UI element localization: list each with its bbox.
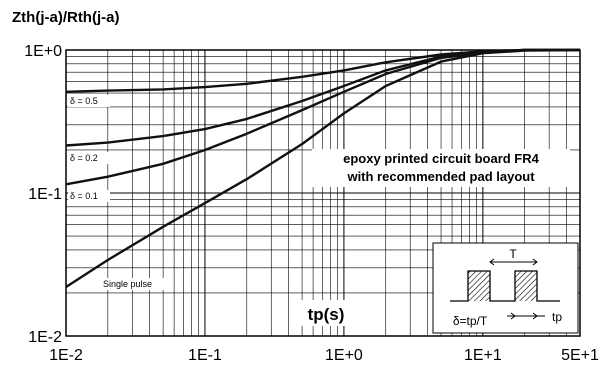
y-tick-label: 1E-2: [28, 329, 62, 346]
series-label-bg-2: [68, 190, 110, 202]
pulse-inset: T δ=tp/T tp: [432, 242, 579, 334]
pulse-2-hatch: [515, 271, 537, 301]
tp-arrow-right: [532, 312, 538, 320]
y-tick-label: 1E+0: [24, 43, 62, 60]
x-axis-label: tp(s): [308, 305, 345, 324]
series-label-0: δ = 0.5: [70, 96, 98, 106]
series-group: [65, 48, 581, 289]
period-label: T: [509, 247, 517, 261]
x-tick-label: 1E-1: [188, 347, 222, 364]
series-label-bg-1: [68, 152, 110, 164]
series-labels: δ = 0.5 δ = 0.2 δ = 0.1 Single pulse: [68, 95, 167, 290]
y-tick-label: 1E-1: [28, 186, 62, 203]
duty-formula: δ=tp/T: [453, 314, 488, 328]
tp-label: tp: [552, 310, 562, 324]
x-axis-label-bg: [297, 300, 355, 326]
plot-frame: [65, 49, 581, 337]
inset-frame: [432, 242, 579, 334]
y-tick-labels: 1E-2 1E-1 1E+0: [24, 43, 62, 346]
annotation-box: [312, 149, 570, 187]
series-label-bg-0: [68, 95, 110, 107]
chart-title: Zth(j-a)/Rth(j-a): [12, 9, 119, 26]
annotation-line-2: with recommended pad layout: [346, 169, 535, 184]
annotation-line-1: epoxy printed circuit board FR4: [343, 151, 540, 166]
x-tick-label: 1E+0: [325, 347, 363, 364]
series-label-3: Single pulse: [103, 279, 152, 289]
series-label-2: δ = 0.1: [70, 191, 98, 201]
pulse-1-hatch: [468, 271, 490, 301]
x-tick-label: 5E+1: [561, 347, 599, 364]
series-line-1: [65, 48, 580, 147]
x-tick-labels: 1E-2 1E-1 1E+0 1E+1 5E+1: [49, 347, 599, 364]
series-label-bg-3: [101, 278, 167, 290]
series-label-1: δ = 0.2: [70, 153, 98, 163]
tp-arrow-left: [510, 312, 516, 320]
period-arrow-right: [532, 258, 538, 266]
x-tick-label: 1E+1: [464, 347, 502, 364]
x-tick-label: 1E-2: [49, 347, 83, 364]
period-arrow-left: [489, 258, 495, 266]
series-line-3: [65, 48, 581, 289]
